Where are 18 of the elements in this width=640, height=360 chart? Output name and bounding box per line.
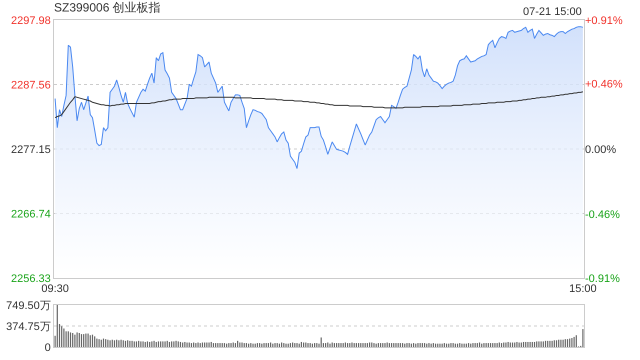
line-series: [54, 91, 584, 118]
y-tick-label: 2287.56: [11, 79, 51, 92]
y-tick-label: 2277.15: [11, 144, 51, 156]
y2-tick-label: -0.91%: [585, 272, 620, 285]
x-tick-label: 15:00: [569, 283, 597, 296]
chart-title: SZ399006 创业板指: [54, 0, 161, 14]
x-tick-label: 09:30: [41, 283, 69, 296]
y2-tick-label: -0.46%: [585, 209, 620, 222]
y-tick-label: 0: [44, 342, 51, 354]
y-tick-label: 374.75万: [6, 320, 51, 333]
y-tick-label: 2256.33: [11, 272, 51, 285]
y2-tick-label: +0.91%: [585, 14, 623, 27]
y-tick-label: 2266.74: [11, 208, 51, 220]
y2-tick-label: +0.46%: [585, 78, 623, 91]
y-tick-label: 2297.98: [11, 14, 51, 27]
y-tick-label: 749.50万: [6, 300, 51, 312]
text: 07-21 15:00: [523, 6, 582, 18]
y2-tick-label: 0.00%: [585, 144, 616, 156]
